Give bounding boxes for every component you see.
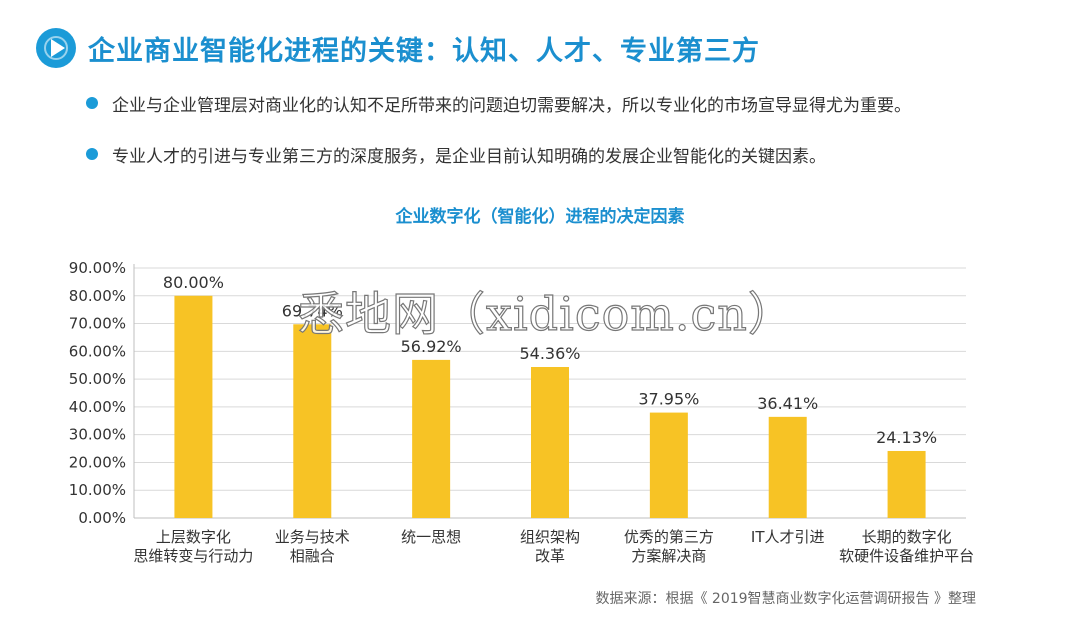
- y-tick-label: 90.00%: [69, 259, 126, 277]
- bullet-item: 企业与企业管理层对商业化的认知不足所带来的问题迫切需要解决，所以专业化的市场宣导…: [86, 88, 911, 118]
- y-tick-label: 80.00%: [69, 287, 126, 305]
- data-label: 69.74%: [282, 301, 343, 320]
- bar-chart: 0.00% 10.00% 20.00% 30.00% 40.00% 50.00% 60.00…: [69, 259, 974, 565]
- x-tick-label: IT人才引进: [751, 528, 825, 546]
- x-tick-label: 长期的数字化: [862, 528, 952, 546]
- bar: [768, 416, 807, 518]
- bar: [174, 295, 213, 518]
- x-tick-label: 优秀的第三方: [624, 528, 714, 546]
- y-tick-label: 10.00%: [69, 481, 126, 499]
- bullet-dot-icon: [86, 97, 98, 109]
- y-tick-label: 50.00%: [69, 370, 126, 388]
- y-tick-label: 60.00%: [69, 342, 126, 360]
- data-label: 56.92%: [401, 337, 462, 356]
- source-note: 数据来源：根据《 2019智慧商业数字化运营调研报告 》整理: [595, 591, 976, 607]
- data-label: 54.36%: [519, 344, 580, 363]
- bullet-text: 专业人才的引进与专业第三方的深度服务，是企业目前认知明确的发展企业智能化的关键因…: [112, 146, 826, 167]
- bullet-dot-icon: [86, 148, 98, 160]
- data-label: 80.00%: [163, 273, 224, 292]
- bar: [412, 359, 451, 518]
- x-tick-label: 软硬件设备维护平台: [839, 547, 974, 565]
- y-tick-label: 20.00%: [69, 453, 126, 471]
- x-tick-label: 业务与技术: [275, 528, 350, 546]
- bullet-text: 企业与企业管理层对商业化的认知不足所带来的问题迫切需要解决，所以专业化的市场宣导…: [112, 95, 911, 116]
- x-tick-label: 组织架构: [520, 528, 580, 546]
- data-label: 36.41%: [757, 394, 818, 413]
- chart-title: 企业数字化（智能化）进程的决定因素: [395, 207, 685, 227]
- x-tick-label: 思维转变与行动力: [133, 547, 253, 565]
- bar: [887, 450, 926, 518]
- x-tick-label: 改革: [535, 547, 565, 565]
- page-title: 企业商业智能化进程的关键：认知、人才、专业第三方: [88, 35, 760, 67]
- y-tick-label: 40.00%: [69, 398, 126, 416]
- watermark: 悉地网（xidicom.cn）: [297, 286, 795, 341]
- y-tick-label: 70.00%: [69, 315, 126, 333]
- title-row: 企业商业智能化进程的关键：认知、人才、专业第三方: [36, 28, 760, 68]
- x-tick-label: 统一思想: [401, 528, 461, 546]
- bar: [531, 367, 569, 518]
- x-tick-label: 上层数字化: [156, 528, 231, 546]
- data-label: 24.13%: [876, 428, 937, 447]
- x-tick-label: 相融合: [290, 547, 335, 565]
- bar: [293, 324, 332, 518]
- play-icon: [36, 28, 76, 68]
- bar: [649, 412, 688, 518]
- y-tick-label: 0.00%: [78, 509, 126, 527]
- x-tick-label: 方案解决商: [631, 547, 706, 565]
- bullet-list: 企业与企业管理层对商业化的认知不足所带来的问题迫切需要解决，所以专业化的市场宣导…: [86, 88, 911, 190]
- y-tick-label: 30.00%: [69, 426, 126, 444]
- bullet-item: 专业人才的引进与专业第三方的深度服务，是企业目前认知明确的发展企业智能化的关键因…: [86, 139, 911, 169]
- data-label: 37.95%: [638, 390, 699, 409]
